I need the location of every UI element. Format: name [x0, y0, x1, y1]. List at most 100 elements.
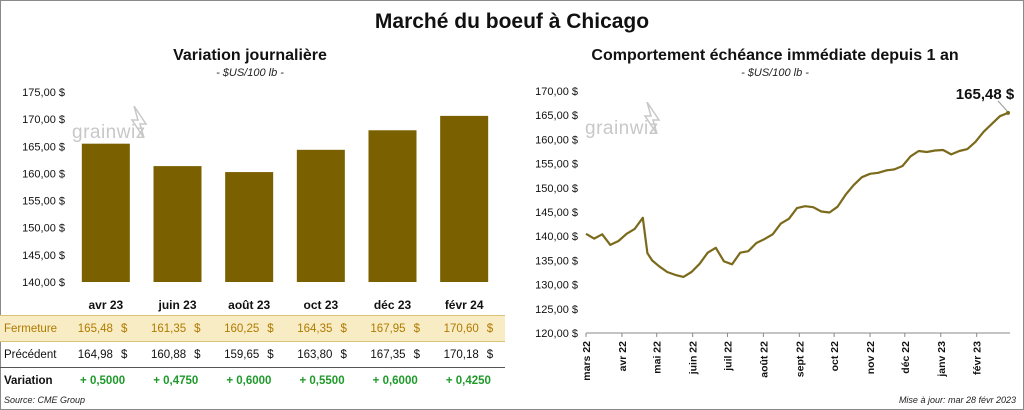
y-tick-label: 170,00 $	[535, 86, 578, 98]
x-tick-label: juin 22	[688, 341, 700, 375]
table-cell: + 0,5500	[285, 368, 358, 394]
table-cell: 170,60 $	[432, 316, 505, 342]
y-tick-label: 165,00 $	[535, 110, 578, 122]
table-cell: 159,65 $	[212, 342, 285, 368]
table-cell: 167,35 $	[359, 342, 432, 368]
currency-symbol: $	[340, 348, 347, 361]
source-note: Source: CME Group	[4, 395, 86, 405]
page-title: Marché du boeuf à Chicago	[374, 10, 650, 33]
y-tick-label: 170,00 $	[22, 114, 65, 126]
cell-value: 159,65	[224, 348, 260, 361]
cell-value: 160,88	[150, 348, 187, 361]
cell-value: + 0,5000	[80, 374, 126, 387]
y-tick-label: 140,00 $	[22, 277, 65, 289]
table-cell: 160,25 $	[212, 316, 285, 342]
row-label: Fermeture	[4, 322, 58, 335]
currency-symbol: $	[340, 322, 347, 335]
bar-chart: 140,00 $ 145,00 $ 150,00 $ 155,00 $ 160,00 $…	[22, 87, 489, 312]
y-tick-label: 150,00 $	[22, 223, 65, 235]
currency-symbol: $	[267, 348, 274, 361]
x-tick-label: déc 23	[374, 298, 412, 312]
cell-value: + 0,5500	[299, 374, 345, 387]
cell-value: + 0,6000	[372, 374, 418, 387]
table-cell: 170,18 $	[432, 342, 505, 368]
bar	[81, 143, 130, 282]
left-units: - $US/100 lb -	[216, 67, 284, 79]
bar	[225, 172, 274, 282]
bolt-icon	[643, 102, 661, 134]
y-tick-label: 150,00 $	[535, 183, 578, 195]
y-tick-label: 130,00 $	[535, 280, 578, 292]
x-tick-label: nov 22	[865, 341, 877, 374]
x-tick-label: août 22	[758, 341, 770, 378]
bar	[296, 149, 345, 282]
currency-symbol: $	[486, 322, 494, 335]
y-tick-label: 175,00 $	[22, 87, 65, 99]
series-line	[585, 111, 1009, 278]
table-cell: 167,95 $	[359, 316, 432, 342]
previous-row: Précédent 164,98 $160,88 $159,65 $163,80 $167…	[0, 342, 505, 368]
bar	[368, 130, 417, 282]
y-tick-label: 145,00 $	[535, 207, 578, 219]
bolt-icon	[130, 106, 148, 138]
table-cell: 160,88 $	[139, 342, 212, 368]
x-tick-label: mars 22	[581, 341, 593, 381]
x-tick-label: oct 22	[829, 341, 841, 372]
cell-value: 165,48	[77, 322, 113, 335]
left-subtitle: Variation journalière	[173, 47, 327, 64]
table-cell: + 0,6000	[212, 368, 285, 394]
currency-symbol: $	[267, 322, 274, 335]
right-subtitle: Comportement échéance immédiate depuis 1…	[591, 47, 959, 64]
x-tick-label: févr 24	[445, 298, 484, 312]
cell-value: 163,80	[297, 348, 333, 361]
table-cell: + 0,4250	[432, 368, 505, 394]
y-tick-label: 160,00 $	[22, 168, 65, 180]
table-cell: 164,98 $	[66, 342, 139, 368]
update-note: Mise à jour: mar 28 févr 2023	[898, 395, 1016, 405]
x-tick-label: déc 22	[900, 341, 912, 374]
currency-symbol: $	[413, 322, 420, 335]
y-tick-label: 155,00 $	[535, 159, 578, 171]
x-tick-label: août 23	[228, 298, 270, 312]
currency-symbol: $	[194, 348, 201, 361]
leader-line	[997, 100, 1008, 112]
x-tick-label: juin 23	[157, 298, 196, 312]
cell-value: 167,95	[370, 322, 406, 335]
row-label: Variation	[4, 374, 53, 387]
cell-value: + 0,6000	[226, 374, 272, 387]
y-tick-label: 120,00 $	[535, 328, 578, 340]
table-cell: + 0,6000	[359, 368, 432, 394]
cell-value: 167,35	[370, 348, 406, 361]
currency-symbol: $	[120, 322, 128, 335]
watermark-text: grainwiz	[585, 118, 659, 139]
right-units: - $US/100 lb -	[741, 67, 809, 79]
table-cell: 164,35 $	[285, 316, 358, 342]
currency-symbol: $	[194, 322, 201, 335]
x-tick-label: juil 22	[722, 341, 734, 372]
watermark-text: grainwiz	[72, 122, 146, 143]
watermark-logo-left: grainwiz	[72, 106, 148, 144]
currency-symbol: $	[486, 348, 494, 361]
y-tick-label: 160,00 $	[535, 134, 578, 146]
x-tick-label: sept 22	[794, 341, 806, 377]
cell-value: 170,18	[443, 348, 479, 361]
last-point	[1006, 110, 1010, 115]
cell-value: + 0,4250	[445, 374, 491, 387]
x-tick-label: mai 22	[652, 341, 664, 374]
table-cell: 161,35 $	[139, 316, 212, 342]
line-chart: 120,00 $ 125,00 $ 130,00 $ 135,00 $ 140,00 $…	[535, 86, 1015, 381]
table-cell: + 0,5000	[66, 368, 139, 394]
x-tick-label: févr 23	[972, 341, 984, 375]
price-table: Fermeture 165,48 $161,35 $160,25 $164,35 $167…	[0, 315, 505, 393]
y-tick-label: 140,00 $	[535, 231, 578, 243]
watermark-logo-right: grainwiz	[585, 102, 661, 140]
table-cell: + 0,4750	[139, 368, 212, 394]
x-tick-label: avr 22	[617, 341, 629, 372]
x-tick-label: janv 23	[936, 341, 948, 378]
x-tick-label: oct 23	[303, 298, 338, 312]
y-tick-label: 165,00 $	[22, 141, 65, 153]
bar	[440, 115, 489, 282]
y-tick-label: 125,00 $	[535, 304, 578, 316]
table-cell: 163,80 $	[285, 342, 358, 368]
currency-symbol: $	[120, 348, 128, 361]
